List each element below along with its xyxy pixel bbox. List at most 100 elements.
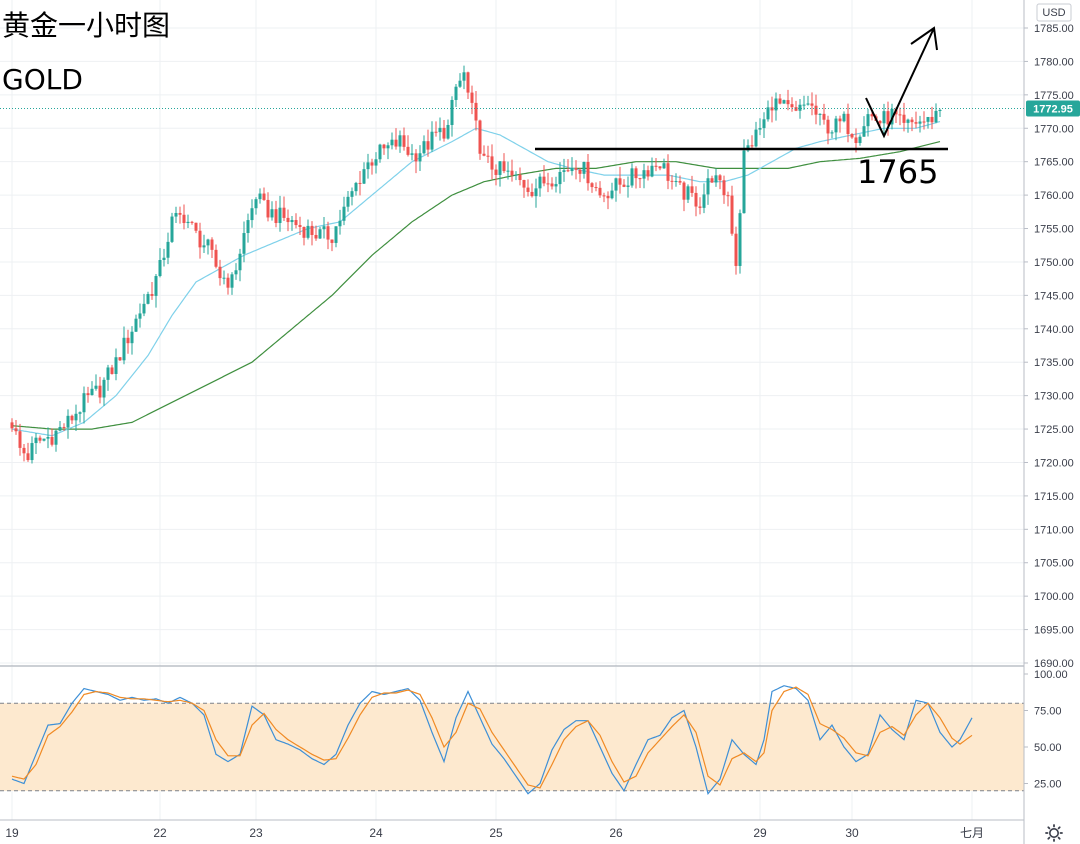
candlestick-bar[interactable] xyxy=(322,216,326,239)
candlestick-bar[interactable] xyxy=(390,132,394,150)
candlestick-bar[interactable] xyxy=(166,232,170,265)
candlestick-bar[interactable] xyxy=(426,129,430,157)
candlestick-bar[interactable] xyxy=(714,168,718,187)
candlestick-bar[interactable] xyxy=(362,162,366,185)
candlestick-bar[interactable] xyxy=(358,171,362,196)
candlesticks[interactable] xyxy=(10,65,942,464)
candlestick-bar[interactable] xyxy=(850,133,854,139)
candlestick-bar[interactable] xyxy=(238,248,242,282)
candlestick-bar[interactable] xyxy=(58,420,62,432)
time-axis[interactable]: 19 22 23 24 25 26 29 30 七月 xyxy=(5,826,984,840)
candlestick-bar[interactable] xyxy=(286,209,290,232)
candlestick-bar[interactable] xyxy=(338,209,342,235)
candlestick-bar[interactable] xyxy=(914,111,918,129)
candlestick-bar[interactable] xyxy=(718,174,722,190)
candlestick-bar[interactable] xyxy=(34,432,38,455)
candlestick-bar[interactable] xyxy=(374,152,378,174)
candlestick-bar[interactable] xyxy=(818,113,822,126)
candlestick-bar[interactable] xyxy=(370,158,374,175)
candlestick-bar[interactable] xyxy=(822,103,826,125)
candlestick-bar[interactable] xyxy=(686,184,690,204)
candlestick-bar[interactable] xyxy=(582,161,586,179)
candlestick-bar[interactable] xyxy=(918,115,922,133)
candlestick-bar[interactable] xyxy=(562,158,566,182)
candlestick-bar[interactable] xyxy=(830,130,834,139)
candlestick-bar[interactable] xyxy=(638,177,642,188)
candlestick-bar[interactable] xyxy=(558,162,562,194)
candlestick-bar[interactable] xyxy=(214,244,218,269)
candlestick-bar[interactable] xyxy=(118,357,122,361)
candlestick-bar[interactable] xyxy=(938,108,942,118)
candlestick-bar[interactable] xyxy=(450,96,454,137)
candlestick-bar[interactable] xyxy=(326,221,330,250)
candlestick-bar[interactable] xyxy=(486,145,490,163)
candlestick-bar[interactable] xyxy=(318,226,322,239)
candlestick-bar[interactable] xyxy=(258,188,262,204)
candlestick-bar[interactable] xyxy=(538,173,542,197)
candlestick-bar[interactable] xyxy=(126,329,130,354)
candlestick-bar[interactable] xyxy=(882,103,886,135)
candlestick-bar[interactable] xyxy=(46,427,50,449)
candlestick-bar[interactable] xyxy=(626,176,630,198)
candlestick-bar[interactable] xyxy=(54,429,58,452)
candlestick-bar[interactable] xyxy=(670,175,674,190)
candlestick-bar[interactable] xyxy=(142,293,146,317)
candlestick-bar[interactable] xyxy=(446,119,450,140)
candlestick-bar[interactable] xyxy=(414,149,418,174)
candlestick-bar[interactable] xyxy=(722,175,726,204)
candlestick-bar[interactable] xyxy=(566,159,570,173)
candlestick-bar[interactable] xyxy=(306,219,310,240)
candlestick-bar[interactable] xyxy=(466,71,470,99)
candlestick-bar[interactable] xyxy=(506,161,510,180)
candlestick-bar[interactable] xyxy=(742,139,746,214)
candlestick-bar[interactable] xyxy=(598,181,602,198)
candlestick-bar[interactable] xyxy=(710,175,714,183)
candlestick-bar[interactable] xyxy=(634,166,638,189)
candlestick-bar[interactable] xyxy=(178,206,182,224)
candlestick-bar[interactable] xyxy=(702,183,706,214)
candlestick-bar[interactable] xyxy=(646,165,650,181)
candlestick-bar[interactable] xyxy=(350,187,354,206)
candlestick-bar[interactable] xyxy=(606,191,610,210)
candlestick-bar[interactable] xyxy=(74,404,78,431)
candlestick-bar[interactable] xyxy=(906,118,910,133)
candlestick-bar[interactable] xyxy=(206,238,210,255)
candlestick-bar[interactable] xyxy=(806,95,810,106)
candlestick-bar[interactable] xyxy=(498,161,502,187)
candlestick-bar[interactable] xyxy=(534,178,538,208)
candlestick-bar[interactable] xyxy=(430,121,434,152)
candlestick-bar[interactable] xyxy=(502,153,506,174)
candlestick-bar[interactable] xyxy=(242,221,246,263)
candlestick-bar[interactable] xyxy=(150,282,154,300)
candlestick-bar[interactable] xyxy=(898,107,902,126)
candlestick-bar[interactable] xyxy=(442,120,446,142)
candlestick-bar[interactable] xyxy=(66,409,70,439)
candlestick-bar[interactable] xyxy=(774,92,778,121)
candlestick-bar[interactable] xyxy=(886,101,890,136)
candlestick-bar[interactable] xyxy=(270,201,274,221)
candlestick-bar[interactable] xyxy=(62,423,66,432)
candlestick-bar[interactable] xyxy=(930,106,934,130)
candlestick-bar[interactable] xyxy=(398,130,402,153)
candlestick-bar[interactable] xyxy=(662,158,666,169)
candlestick-bar[interactable] xyxy=(94,374,98,391)
candlestick-bar[interactable] xyxy=(578,168,582,183)
candlestick-bar[interactable] xyxy=(750,135,754,149)
candlestick-bar[interactable] xyxy=(586,154,590,191)
candlestick-bar[interactable] xyxy=(726,191,730,207)
candlestick-bar[interactable] xyxy=(614,177,618,202)
candlestick-bar[interactable] xyxy=(546,172,550,193)
candlestick-bar[interactable] xyxy=(134,314,138,333)
candlestick-bar[interactable] xyxy=(290,216,294,231)
candlestick-bar[interactable] xyxy=(158,248,162,278)
candlestick-bar[interactable] xyxy=(386,142,390,160)
candlestick-bar[interactable] xyxy=(50,428,54,447)
candlestick-bar[interactable] xyxy=(518,167,522,186)
drawing-annotations[interactable] xyxy=(535,26,948,151)
candlestick-bar[interactable] xyxy=(766,100,770,122)
candlestick-bar[interactable] xyxy=(610,182,614,200)
candlestick-bar[interactable] xyxy=(846,103,850,143)
candlestick-bar[interactable] xyxy=(334,226,338,248)
candlestick-bar[interactable] xyxy=(26,442,30,462)
